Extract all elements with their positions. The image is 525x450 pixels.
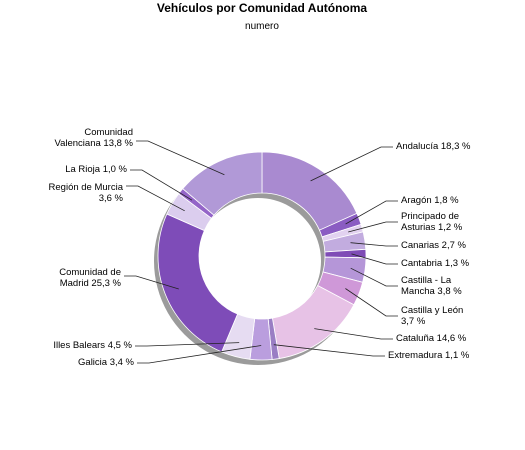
label-castilla-y-leon: Castilla y León 3,7 %: [401, 305, 463, 327]
leader-galicia: [137, 345, 262, 364]
leader-comunidad-valenciana: [136, 140, 225, 176]
label-comunidad-de-madrid: Comunidad de Madrid 25,3 %: [59, 267, 121, 289]
leader-canarias: [350, 242, 398, 247]
label-canarias: Canarias 2,7 %: [401, 240, 467, 251]
leader-principado-de-asturias: [348, 221, 398, 233]
label-aragon: Aragón 1,8 %: [401, 195, 459, 206]
leader-region-de-murcia: [126, 185, 185, 212]
slice-comunidad-de-madrid[interactable]: [157, 213, 239, 353]
slice-labels: Andalucía 18,3 % Aragón 1,8 % Principado d…: [49, 127, 471, 368]
leader-castilla-y-leon: [345, 288, 398, 317]
slice-comunidad-valenciana[interactable]: [182, 151, 263, 216]
label-extremadura: Extremadura 1,1 %: [388, 350, 470, 361]
leader-illes-balears: [135, 342, 240, 347]
label-comunidad-valenciana: Comunidad Valenciana 13,8 %: [54, 127, 133, 149]
leader-aragon: [345, 200, 398, 225]
leader-lines: [124, 140, 398, 364]
label-cataluna: Cataluña 14,6 %: [396, 333, 467, 344]
label-andalucia: Andalucía 18,3 %: [396, 141, 471, 152]
label-cantabria: Cantabria 1,3 %: [401, 258, 470, 269]
donut-slices: [157, 151, 367, 361]
label-principado-de-asturias: Principado de Asturias 1,2 %: [401, 211, 463, 233]
leader-cantabria: [351, 253, 398, 265]
leader-extremadura: [273, 344, 385, 357]
chart-subtitle: numero: [245, 21, 279, 32]
leader-comunidad-de-madrid: [124, 275, 179, 290]
label-galicia: Galicia 3,4 %: [78, 357, 135, 368]
chart-title: Vehículos por Comunidad Autónoma: [157, 1, 368, 15]
leader-cataluna: [314, 328, 393, 340]
label-castilla-la-mancha: Castilla - La Mancha 3,8 %: [401, 275, 462, 297]
label-region-de-murcia: Región de Murcia 3,6 %: [49, 182, 124, 204]
leader-andalucia: [310, 146, 393, 182]
leader-castilla-la-mancha: [350, 267, 398, 287]
label-illes-balears: Illes Balears 4,5 %: [53, 340, 132, 351]
leader-la-rioja: [130, 169, 193, 201]
label-la-rioja: La Rioja 1,0 %: [65, 164, 127, 175]
